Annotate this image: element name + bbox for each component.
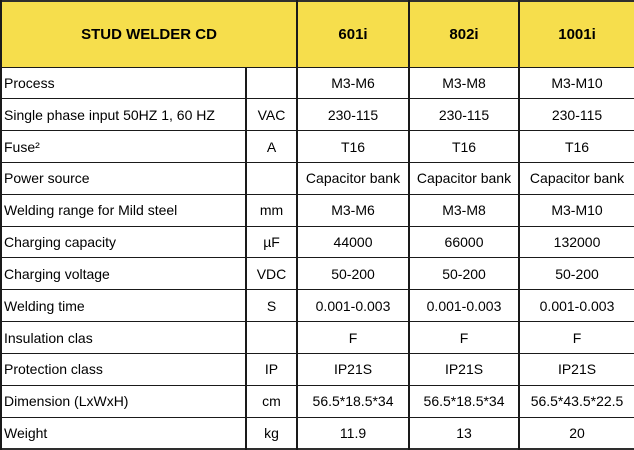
row-value: 50-200 <box>408 257 521 291</box>
row-unit <box>244 161 299 195</box>
table-row: Power source Capacitor bank Capacitor ba… <box>0 161 634 195</box>
row-unit: µF <box>244 225 299 259</box>
row-label: Welding time <box>0 289 247 323</box>
table-row: Insulation clas F F F <box>0 321 634 354</box>
table-row: Dimension (LxWxH) cm 56.5*18.5*34 56.5*1… <box>0 384 634 418</box>
row-label: Fuse² <box>0 130 247 163</box>
row-value: IP21S <box>518 352 634 386</box>
table-row: Single phase input 50HZ 1, 60 HZ VAC 230… <box>0 98 634 132</box>
row-value: IP21S <box>296 352 411 386</box>
row-value: 13 <box>408 416 521 450</box>
row-value: 56.5*18.5*34 <box>408 384 521 418</box>
row-value: 0.001-0.003 <box>408 289 521 323</box>
row-value: F <box>518 321 634 354</box>
table-row: Welding time S 0.001-0.003 0.001-0.003 0… <box>0 289 634 323</box>
row-value: Capacitor bank <box>296 161 411 195</box>
row-label: Single phase input 50HZ 1, 60 HZ <box>0 98 247 132</box>
table-row: Process M3-M6 M3-M8 M3-M10 <box>0 66 634 100</box>
model-header-1001i: 1001i <box>518 0 634 68</box>
row-value: F <box>408 321 521 354</box>
row-value: 44000 <box>296 225 411 259</box>
row-unit: IP <box>244 352 299 386</box>
model-header-802i: 802i <box>408 0 521 68</box>
row-unit: mm <box>244 193 299 227</box>
row-unit <box>244 66 299 100</box>
table-row: Protection class IP IP21S IP21S IP21S <box>0 352 634 386</box>
row-value: T16 <box>518 130 634 163</box>
row-value: F <box>296 321 411 354</box>
row-value: M3-M10 <box>518 66 634 100</box>
row-label: Charging capacity <box>0 225 247 259</box>
row-value: T16 <box>296 130 411 163</box>
row-label: Power source <box>0 161 247 195</box>
row-value: 20 <box>518 416 634 450</box>
row-value: Capacitor bank <box>518 161 634 195</box>
row-value: M3-M6 <box>296 193 411 227</box>
row-unit: kg <box>244 416 299 450</box>
row-label: Welding range for Mild steel <box>0 193 247 227</box>
row-value: 230-115 <box>296 98 411 132</box>
row-value: M3-M10 <box>518 193 634 227</box>
row-label: Charging voltage <box>0 257 247 291</box>
model-header-601i: 601i <box>296 0 411 68</box>
row-unit: A <box>244 130 299 163</box>
row-label: Weight <box>0 416 247 450</box>
row-value: 50-200 <box>296 257 411 291</box>
row-value: M3-M8 <box>408 66 521 100</box>
table-row: Weight kg 11.9 13 20 <box>0 416 634 450</box>
row-unit: VDC <box>244 257 299 291</box>
table-row: Charging capacity µF 44000 66000 132000 <box>0 225 634 259</box>
row-label: Process <box>0 66 247 100</box>
row-value: 56.5*18.5*34 <box>296 384 411 418</box>
header-row: STUD WELDER CD 601i 802i 1001i <box>0 0 634 68</box>
row-unit <box>244 321 299 354</box>
row-value: 56.5*43.5*22.5 <box>518 384 634 418</box>
row-value: 50-200 <box>518 257 634 291</box>
row-value: Capacitor bank <box>408 161 521 195</box>
row-value: 230-115 <box>518 98 634 132</box>
row-unit: S <box>244 289 299 323</box>
row-value: 132000 <box>518 225 634 259</box>
row-value: 66000 <box>408 225 521 259</box>
row-value: M3-M8 <box>408 193 521 227</box>
row-value: 11.9 <box>296 416 411 450</box>
row-value: IP21S <box>408 352 521 386</box>
table-row: Welding range for Mild steel mm M3-M6 M3… <box>0 193 634 227</box>
row-unit: cm <box>244 384 299 418</box>
row-label: Protection class <box>0 352 247 386</box>
row-value: M3-M6 <box>296 66 411 100</box>
row-label: Insulation clas <box>0 321 247 354</box>
row-label: Dimension (LxWxH) <box>0 384 247 418</box>
table-row: Fuse² A T16 T16 T16 <box>0 130 634 163</box>
row-value: 0.001-0.003 <box>296 289 411 323</box>
table-title: STUD WELDER CD <box>0 0 299 68</box>
row-value: 230-115 <box>408 98 521 132</box>
row-unit: VAC <box>244 98 299 132</box>
row-value: 0.001-0.003 <box>518 289 634 323</box>
row-value: T16 <box>408 130 521 163</box>
table-row: Charging voltage VDC 50-200 50-200 50-20… <box>0 257 634 291</box>
